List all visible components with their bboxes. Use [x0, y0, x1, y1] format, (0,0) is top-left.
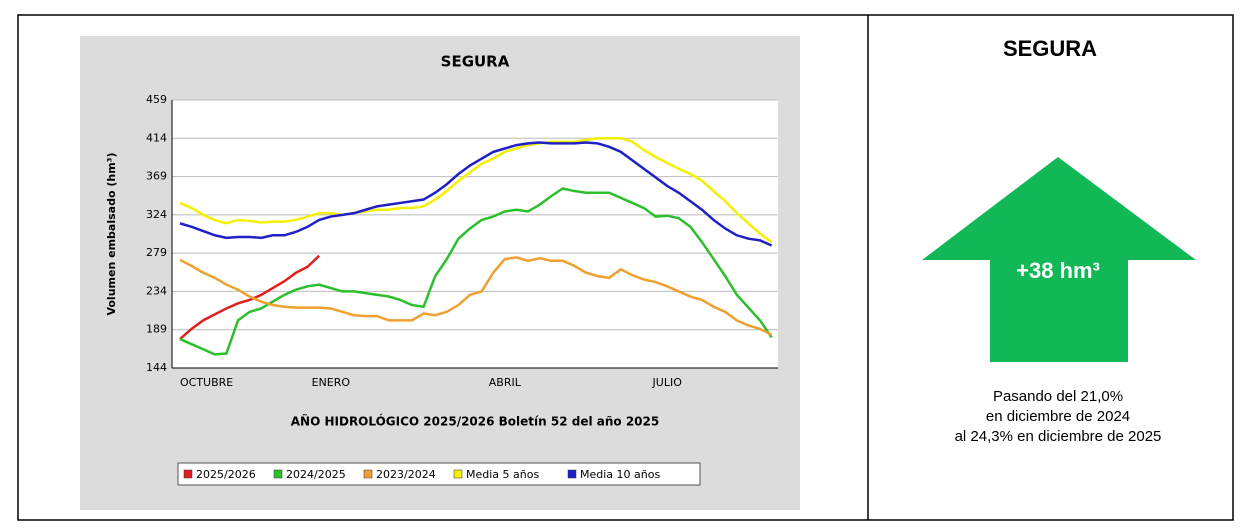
panel-title: SEGURA: [1003, 36, 1097, 61]
y-tick-label: 459: [146, 93, 167, 106]
legend-swatch: [567, 469, 577, 479]
legend-swatch: [453, 469, 463, 479]
legend-label: Media 5 años: [466, 468, 539, 481]
change-label: +38 hm³: [1016, 258, 1100, 283]
chart-title: SEGURA: [441, 53, 510, 71]
x-axis-title: AÑO HIDROLÓGICO 2025/2026 Boletín 52 del…: [291, 414, 659, 429]
series-line: [179, 256, 773, 336]
legend-swatch: [273, 469, 283, 479]
y-axis-title: Volumen embalsado (hm³): [105, 152, 118, 315]
legend-swatch: [363, 469, 373, 479]
legend-label: Media 10 años: [580, 468, 660, 481]
y-tick-label: 324: [146, 208, 167, 221]
y-tick-label: 279: [146, 246, 167, 259]
x-tick-label: JULIO: [652, 376, 683, 389]
legend-label: 2025/2026: [196, 468, 256, 481]
series-line: [179, 187, 773, 356]
legend: [177, 462, 701, 486]
legend-label: 2023/2024: [376, 468, 436, 481]
caption-line: al 24,3% en diciembre de 2025: [955, 428, 1162, 445]
series-line: [179, 137, 773, 244]
legend-label: 2024/2025: [286, 468, 346, 481]
y-tick-label: 369: [146, 170, 167, 183]
arrow: [922, 157, 1196, 362]
caption-line: Pasando del 21,0%: [993, 388, 1123, 405]
y-tick-label: 144: [146, 361, 167, 374]
series-line: [179, 254, 321, 341]
caption-line: en diciembre de 2024: [986, 408, 1130, 425]
y-tick-label: 189: [146, 323, 167, 336]
x-tick-label: ABRIL: [489, 376, 522, 389]
y-tick-label: 234: [146, 284, 167, 297]
legend-swatch: [183, 469, 193, 479]
plot-area: [172, 100, 778, 368]
series-line: [179, 141, 773, 247]
x-tick-label: OCTUBRE: [180, 376, 233, 389]
x-tick-label: ENERO: [312, 376, 351, 389]
y-tick-label: 414: [146, 131, 167, 144]
